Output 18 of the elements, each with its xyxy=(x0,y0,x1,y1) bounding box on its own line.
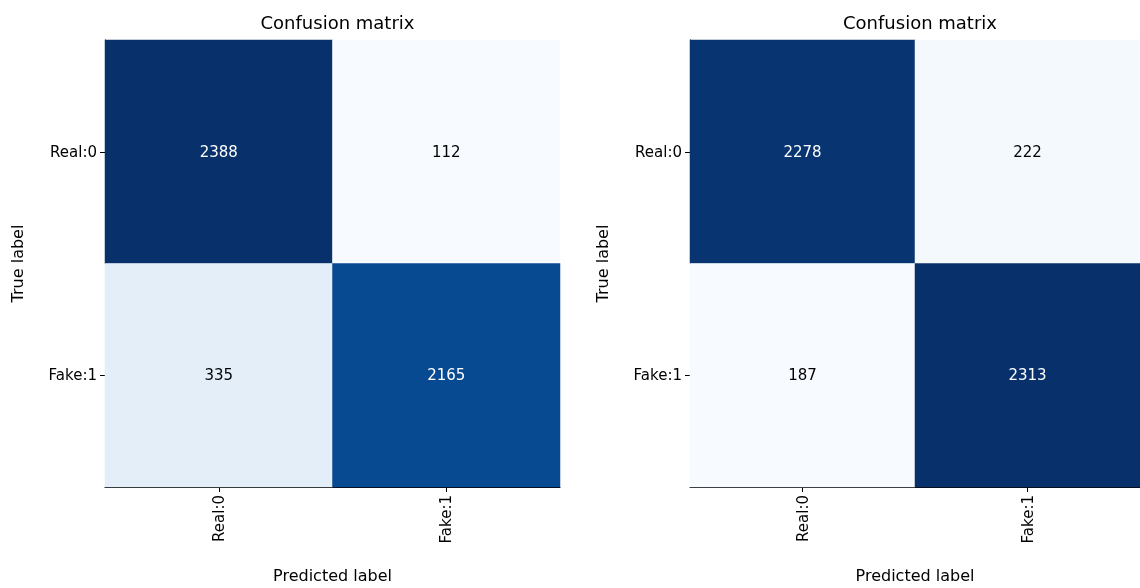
x-tick-label: Real:0 xyxy=(209,495,228,542)
x-tick-label: Real:0 xyxy=(793,495,812,542)
x-tick-label: Fake:1 xyxy=(437,495,456,544)
data-label: 2278 xyxy=(783,142,822,161)
data-label: 335 xyxy=(204,366,234,385)
x-axis-title: Predicted label xyxy=(273,565,392,585)
x-axis-title: Predicted label xyxy=(855,565,975,585)
data-label: 2388 xyxy=(199,142,238,161)
data-label: 187 xyxy=(788,366,817,385)
data-label: 112 xyxy=(431,142,461,161)
chart-title: Confusion matrix xyxy=(260,11,415,33)
data-label: 222 xyxy=(1013,142,1042,161)
data-label: 2313 xyxy=(1008,366,1047,385)
y-axis-title: True label xyxy=(7,224,27,304)
chart-title: Confusion matrix xyxy=(843,11,998,33)
y-axis-title: True label xyxy=(592,224,612,304)
data-label: 2165 xyxy=(427,366,466,385)
x-tick-label: Fake:1 xyxy=(1018,495,1037,544)
